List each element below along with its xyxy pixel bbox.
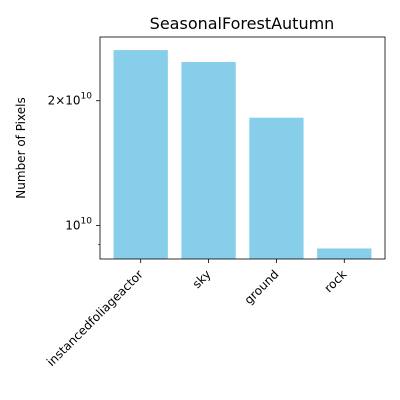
bar-ground — [249, 117, 304, 259]
x-axis-ticks: instancedfoliageactor sky ground rock — [44, 259, 349, 369]
y-axis-label: Number of Pixels — [14, 97, 28, 198]
plot-frame — [99, 36, 386, 260]
y-axis-ticks: 1010 2×1010 — [48, 92, 100, 245]
x-tick-label: rock — [321, 267, 349, 295]
bar-rock — [317, 248, 372, 259]
chart-title: SeasonalForestAutumn — [150, 14, 335, 33]
y-tick-label: 1010 — [65, 216, 92, 232]
y-tick-label: 2×1010 — [48, 92, 93, 108]
bar-instancedfoliageactor — [113, 50, 168, 259]
bars — [113, 50, 372, 260]
bar-sky — [181, 62, 236, 260]
x-tick-label: instancedfoliageactor — [44, 267, 146, 369]
x-tick-label: ground — [242, 267, 282, 307]
x-tick-label: sky — [190, 267, 214, 291]
